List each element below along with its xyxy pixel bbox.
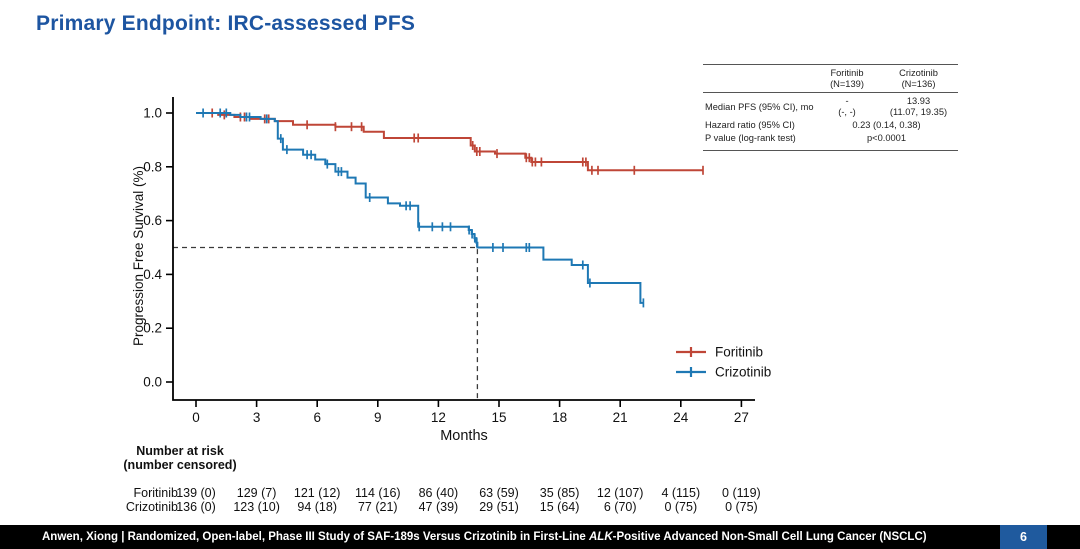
x-tick-label: 12	[431, 410, 446, 425]
page-number-badge: 6	[1000, 525, 1047, 549]
stats-col-crizotinib: Crizotinib (N=136)	[879, 68, 958, 90]
col-n: (N=139)	[830, 79, 864, 89]
citation-text: Anwen, Xiong | Randomized, Open-label, P…	[0, 531, 927, 543]
y-tick-label: 0.4	[143, 267, 162, 282]
axes	[172, 97, 755, 401]
y-tick-label: 0.6	[143, 213, 162, 228]
risk-value: 29 (51)	[479, 500, 519, 514]
crizotinib-curve	[196, 112, 644, 304]
risk-value: 0 (75)	[725, 500, 758, 514]
x-tick-label: 0	[192, 410, 200, 425]
risk-table-header: Number at risk (number censored)	[95, 444, 265, 472]
value-line: (-, -)	[838, 107, 856, 117]
km-chart-svg: 0 3 6 9 12 15 18 21 24 27 1.0 0.8 0.6 0.4 0.2 0.0 Months…	[131, 97, 771, 444]
risk-value: 139 (0)	[176, 486, 216, 500]
risk-value: 121 (12)	[293, 486, 341, 500]
risk-header-line2: (number censored)	[123, 458, 237, 472]
risk-value: 0 (119)	[722, 486, 761, 500]
risk-value: 35 (85)	[539, 486, 580, 500]
foritinib-curve	[196, 112, 703, 172]
hazard-ratio-value: 0.23 (0.14, 0.38)	[852, 120, 921, 130]
value-line: (11.07, 19.35)	[889, 107, 948, 117]
citation-italic-gene: ALK	[589, 531, 613, 543]
footer-bar: Anwen, Xiong | Randomized, Open-label, P…	[0, 525, 1080, 549]
y-axis-label: Progression Free Survival (%)	[131, 166, 146, 346]
row-label: P value (log-rank test)	[705, 133, 796, 143]
median-crizotinib: 13.93 (11.07, 19.35)	[879, 96, 958, 118]
risk-value: 86 (40)	[418, 486, 459, 500]
stats-table: Foritinib (N=139) Crizotinib (N=136) Med…	[703, 64, 958, 151]
risk-header-line1: Number at risk	[136, 444, 224, 458]
median-foritinib: - (-, -)	[815, 96, 879, 118]
risk-value: 4 (115)	[661, 486, 701, 500]
row-label: Hazard ratio (95% CI)	[705, 120, 795, 130]
median-reference-dashed-line	[173, 246, 479, 400]
risk-value: 63 (59)	[479, 486, 519, 500]
y-tick-label: 1.0	[143, 106, 162, 121]
risk-value: 123 (10)	[233, 500, 280, 514]
median-pfs-row: Median PFS (95% CI), mo - (-, -) 13.93 (…	[703, 96, 958, 118]
x-tick-label: 18	[552, 410, 567, 425]
y-tick-label: 0.0	[143, 375, 162, 390]
risk-value: 12 (107)	[596, 486, 644, 500]
x-tick-label: 6	[313, 410, 321, 425]
x-axis-label: Months	[440, 428, 488, 444]
x-tick-label: 21	[613, 410, 628, 425]
legend-label: Foritinib	[715, 345, 763, 360]
y-tick-label: 0.8	[143, 159, 162, 174]
col-n: (N=136)	[901, 79, 936, 89]
x-tick-label: 27	[734, 410, 749, 425]
stats-table-body: Median PFS (95% CI), mo - (-, -) 13.93 (…	[703, 93, 958, 150]
risk-value: 6 (70)	[603, 500, 637, 514]
risk-value: 114 (16)	[354, 486, 401, 500]
p-value: p<0.0001	[866, 133, 907, 143]
value-line: -	[845, 96, 849, 106]
citation-prefix: Anwen, Xiong | Randomized, Open-label, P…	[42, 531, 589, 543]
risk-value: 94 (18)	[297, 500, 337, 514]
y-tick-label: 0.2	[143, 321, 162, 336]
risk-value: 77 (21)	[357, 500, 398, 514]
x-tick-label: 9	[374, 410, 382, 425]
stats-empty-cell	[703, 68, 815, 90]
hazard-ratio-row: Hazard ratio (95% CI) 0.23 (0.14, 0.38)	[703, 120, 958, 131]
risk-row-label: Crizotinib	[125, 500, 178, 514]
col-name: Foritinib	[830, 68, 864, 78]
value-line: 13.93	[906, 96, 931, 106]
x-tick-label: 15	[491, 410, 506, 425]
stats-col-foritinib: Foritinib (N=139)	[815, 68, 879, 90]
row-label: Median PFS (95% CI), mo	[705, 101, 814, 112]
risk-value: 47 (39)	[418, 500, 459, 514]
citation-suffix: -Positive Advanced Non-Small Cell Lung C…	[612, 531, 927, 543]
x-tick-label: 24	[673, 410, 689, 425]
p-value-row: P value (log-rank test) p<0.0001	[703, 133, 958, 144]
risk-value: 136 (0)	[176, 500, 216, 514]
slide-title: Primary Endpoint: IRC-assessed PFS	[36, 12, 416, 35]
risk-row-label: Foritinib	[133, 486, 178, 500]
x-tick-label: 3	[253, 410, 261, 425]
km-plot: 0 3 6 9 12 15 18 21 24 27 1.0 0.8 0.6 0.4 0.2 0.0 Months…	[130, 88, 810, 448]
risk-value: 0 (75)	[664, 500, 698, 514]
risk-value: 15 (64)	[539, 500, 580, 514]
risk-value: 129 (7)	[236, 486, 277, 500]
col-name: Crizotinib	[899, 68, 938, 78]
stats-table-header: Foritinib (N=139) Crizotinib (N=136)	[703, 65, 958, 93]
legend-label: Crizotinib	[715, 365, 771, 380]
